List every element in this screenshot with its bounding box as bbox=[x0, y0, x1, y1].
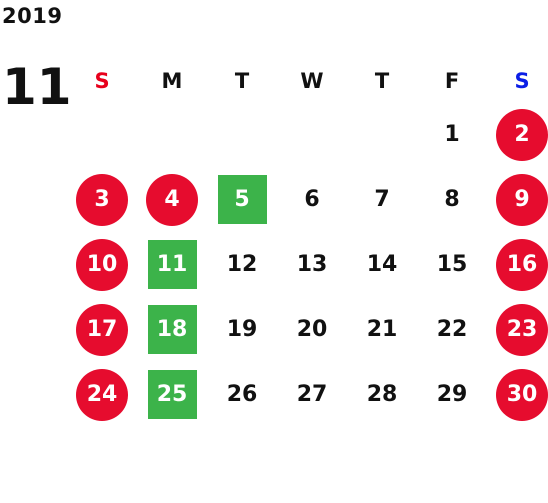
calendar-cell: 13 bbox=[277, 232, 347, 297]
calendar-day[interactable]: 7 bbox=[374, 187, 390, 212]
calendar-cell: 30 bbox=[487, 362, 548, 427]
calendar-cell: 4 bbox=[137, 167, 207, 232]
calendar-day[interactable]: 21 bbox=[366, 317, 398, 342]
weekday-header-tuesday: T bbox=[234, 69, 250, 93]
calendar-cell: 17 bbox=[67, 297, 137, 362]
calendar-cell: 1 bbox=[417, 102, 487, 167]
holiday-day[interactable]: 23 bbox=[496, 303, 548, 356]
calendar-cell: 9 bbox=[487, 167, 548, 232]
calendar-cell: 8 bbox=[417, 167, 487, 232]
calendar-cell: 6 bbox=[277, 167, 347, 232]
weekday-header-monday: M bbox=[161, 69, 183, 93]
calendar-cell: 16 bbox=[487, 232, 548, 297]
calendar-cell: 2 bbox=[487, 102, 548, 167]
holiday-day[interactable]: 2 bbox=[496, 108, 548, 161]
calendar-cell: 12 bbox=[207, 232, 277, 297]
holiday-day[interactable]: 9 bbox=[496, 173, 548, 226]
calendar-cell: 3 bbox=[67, 167, 137, 232]
calendar-cell: 15 bbox=[417, 232, 487, 297]
calendar-cell: 11 bbox=[137, 232, 207, 297]
holiday-day[interactable]: 16 bbox=[496, 238, 548, 291]
calendar-cell bbox=[277, 102, 347, 167]
calendar-cell: 27 bbox=[277, 362, 347, 427]
holiday-day[interactable]: 17 bbox=[76, 303, 128, 356]
calendar-cell: 18 bbox=[137, 297, 207, 362]
year-label: 2019 bbox=[2, 4, 63, 28]
calendar-cell: 22 bbox=[417, 297, 487, 362]
calendar-day[interactable]: 26 bbox=[226, 382, 258, 407]
calendar-cell: 7 bbox=[347, 167, 417, 232]
weekday-header-saturday: S bbox=[514, 69, 530, 93]
weekday-header-wednesday: W bbox=[300, 69, 324, 93]
calendar-day[interactable]: 27 bbox=[296, 382, 328, 407]
calendar-day[interactable]: 1 bbox=[444, 122, 460, 147]
weekday-header-sunday: S bbox=[94, 69, 110, 93]
calendar-cell: 20 bbox=[277, 297, 347, 362]
calendar-cell: 28 bbox=[347, 362, 417, 427]
calendar-day[interactable]: 6 bbox=[304, 187, 320, 212]
calendar-day[interactable]: 29 bbox=[436, 382, 468, 407]
holiday-day[interactable]: 3 bbox=[76, 173, 128, 226]
calendar-day[interactable]: 15 bbox=[436, 252, 468, 277]
calendar-cell bbox=[347, 102, 417, 167]
special-day[interactable]: 11 bbox=[147, 240, 197, 289]
calendar-cell: 19 bbox=[207, 297, 277, 362]
month-number: 11 bbox=[2, 58, 72, 116]
calendar-day[interactable]: 14 bbox=[366, 252, 398, 277]
special-day[interactable]: 18 bbox=[147, 305, 197, 354]
calendar-day[interactable]: 28 bbox=[366, 382, 398, 407]
calendar-cell: 29 bbox=[417, 362, 487, 427]
calendar-cell bbox=[67, 102, 137, 167]
special-day[interactable]: 5 bbox=[217, 175, 267, 224]
calendar-cell bbox=[137, 102, 207, 167]
calendar-cell: 21 bbox=[347, 297, 417, 362]
calendar-cell: 10 bbox=[67, 232, 137, 297]
calendar-cell: 24 bbox=[67, 362, 137, 427]
calendar-cell bbox=[207, 102, 277, 167]
weekday-header-thursday: T bbox=[374, 69, 390, 93]
calendar-cell: 26 bbox=[207, 362, 277, 427]
calendar-grid: S M T W T F S 1 2 3 4 5 6 7 8 9 10 11 12 13 14 15 16 17 1… bbox=[67, 60, 548, 427]
calendar-day[interactable]: 19 bbox=[226, 317, 258, 342]
calendar-cell: 5 bbox=[207, 167, 277, 232]
holiday-day[interactable]: 10 bbox=[76, 238, 128, 291]
calendar-day[interactable]: 8 bbox=[444, 187, 460, 212]
holiday-day[interactable]: 24 bbox=[76, 368, 128, 421]
weekday-header-friday: F bbox=[444, 69, 460, 93]
calendar-day[interactable]: 20 bbox=[296, 317, 328, 342]
calendar-cell: 23 bbox=[487, 297, 548, 362]
calendar-cell: 25 bbox=[137, 362, 207, 427]
calendar-day[interactable]: 13 bbox=[296, 252, 328, 277]
holiday-day[interactable]: 4 bbox=[146, 173, 198, 226]
calendar-cell: 14 bbox=[347, 232, 417, 297]
special-day[interactable]: 25 bbox=[147, 370, 197, 419]
holiday-day[interactable]: 30 bbox=[496, 368, 548, 421]
calendar-day[interactable]: 22 bbox=[436, 317, 468, 342]
calendar-day[interactable]: 12 bbox=[226, 252, 258, 277]
